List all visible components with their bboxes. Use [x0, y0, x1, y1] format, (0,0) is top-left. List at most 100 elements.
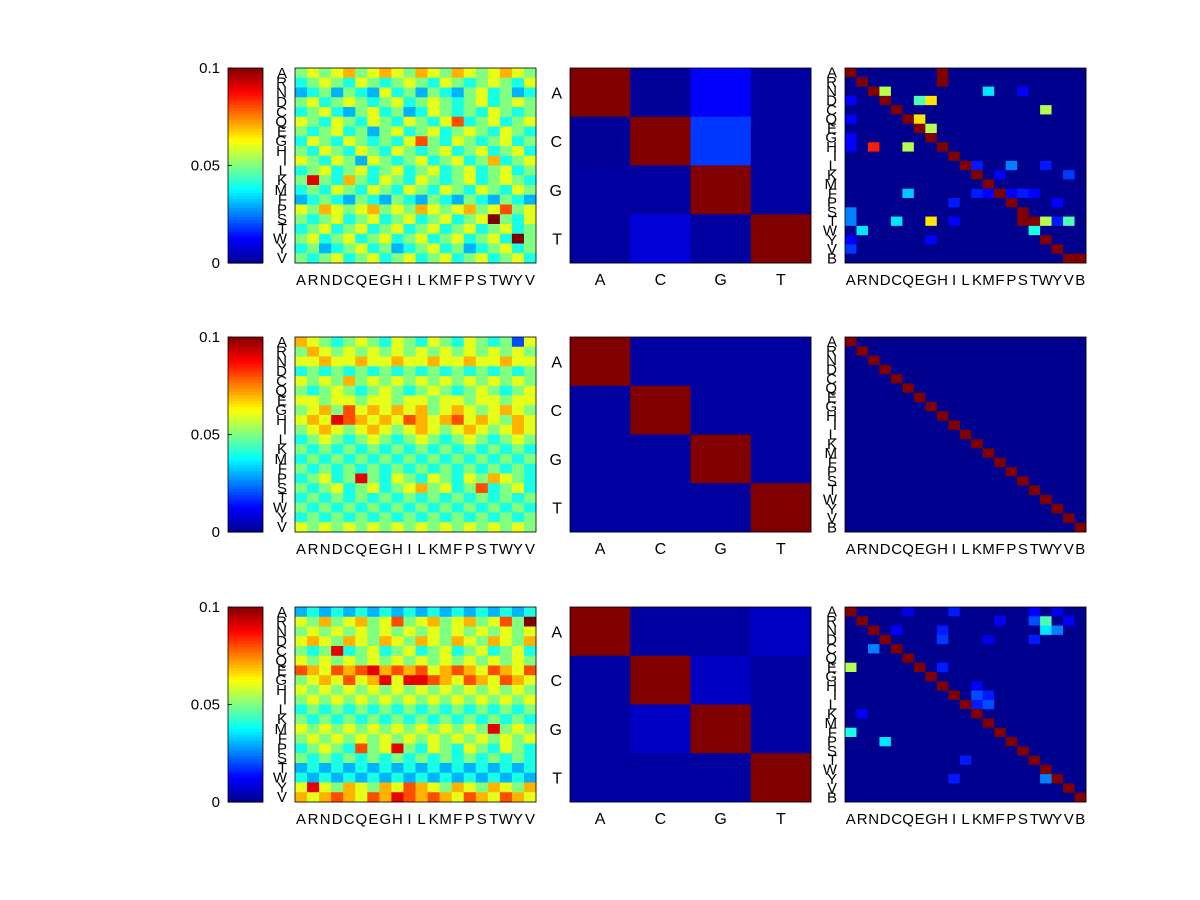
heatmap-cell — [355, 636, 368, 647]
heatmap-cell — [499, 107, 513, 118]
heatmap-cell — [475, 155, 489, 166]
heatmap-cell — [499, 434, 513, 445]
heatmap-cell — [948, 198, 961, 208]
x-tick-label: G — [925, 541, 937, 558]
heatmap-cell — [925, 402, 938, 412]
heatmap-protein-transition-row-2: A R N D C Q E G H I L K M F P S T W Y V BARNDCQEGHILKMFPSTWY… — [823, 334, 1087, 558]
heatmap-cell — [379, 194, 392, 205]
heatmap-cell — [427, 454, 440, 465]
heatmap-cell — [427, 116, 440, 127]
heatmap-cell — [355, 224, 368, 235]
heatmap-cell — [307, 68, 320, 79]
heatmap-cell — [845, 727, 857, 738]
heatmap-cell — [690, 704, 752, 754]
y-tick-label: N — [276, 353, 287, 370]
heatmap-cell — [1040, 653, 1052, 664]
colorbar-swatch — [228, 616, 263, 620]
heatmap-frame — [569, 336, 812, 533]
heatmap-cell — [856, 337, 869, 347]
heatmap-cell — [1040, 783, 1052, 794]
heatmap-cell — [343, 243, 356, 254]
heatmap-cell — [1028, 188, 1041, 199]
heatmap-cell — [463, 366, 477, 377]
heatmap-cell — [307, 463, 320, 474]
heatmap-cell — [367, 204, 380, 215]
heatmap-cell — [948, 737, 961, 747]
heatmap-cell — [879, 513, 892, 524]
heatmap-cell — [856, 179, 869, 190]
heatmap-cell — [523, 107, 537, 118]
heatmap-cell — [295, 204, 308, 215]
heatmap-cell — [511, 155, 525, 166]
heatmap-cell — [948, 123, 961, 134]
heatmap-cell — [879, 364, 892, 375]
heatmap-cell — [403, 126, 416, 137]
heatmap-cell — [570, 607, 631, 657]
heatmap-cell — [307, 626, 320, 637]
heatmap-cell — [845, 625, 857, 636]
heatmap-cell — [959, 364, 972, 375]
heatmap-cell — [307, 655, 320, 666]
heatmap-cell — [925, 709, 938, 719]
heatmap-cell — [1074, 420, 1087, 431]
x-tick-label: P — [465, 272, 475, 289]
y-tick-label: W — [823, 223, 838, 240]
heatmap-cell — [994, 68, 1007, 78]
heatmap-cell — [1005, 494, 1018, 505]
heatmap-cell — [415, 772, 428, 783]
heatmap-cell — [845, 607, 857, 617]
heatmap-cell — [1005, 383, 1018, 394]
colorbar-swatch — [228, 625, 263, 629]
heatmap-cell — [879, 653, 892, 664]
heatmap-cell — [367, 724, 380, 735]
heatmap-cell — [1063, 374, 1075, 384]
y-tick-label: G — [275, 402, 287, 419]
heatmap-cell — [379, 253, 392, 264]
heatmap-cell — [1028, 244, 1041, 255]
heatmap-cell — [856, 644, 869, 654]
colorbar-swatch — [228, 119, 263, 124]
heatmap-cell — [630, 337, 691, 387]
heatmap-cell — [451, 714, 465, 725]
heatmap-cell — [1005, 198, 1018, 208]
heatmap-cell — [511, 782, 525, 793]
heatmap-cell — [879, 727, 892, 738]
heatmap-cell — [1074, 105, 1087, 115]
heatmap-cell — [879, 374, 892, 384]
heatmap-cell — [523, 146, 537, 157]
heatmap-cell — [890, 402, 903, 412]
heatmap-cell — [319, 415, 332, 426]
x-tick-label: T — [1030, 541, 1039, 558]
heatmap-cell — [845, 392, 857, 403]
heatmap-cell — [856, 616, 869, 626]
heatmap-cell — [879, 244, 892, 255]
heatmap-cell — [355, 772, 368, 783]
heatmap-cell — [427, 444, 440, 455]
heatmap-cell — [403, 502, 416, 513]
heatmap-cell — [925, 429, 938, 440]
heatmap-cell — [936, 625, 949, 636]
heatmap-cell — [1063, 709, 1075, 719]
heatmap-cell — [451, 665, 465, 676]
heatmap-cell — [925, 504, 938, 514]
heatmap-cell — [890, 355, 903, 366]
heatmap-cell — [959, 625, 972, 636]
heatmap-cell — [355, 733, 368, 744]
heatmap-cell — [867, 170, 880, 180]
heatmap-cell — [890, 225, 903, 236]
heatmap-cell — [475, 116, 489, 127]
heatmap-cell — [856, 160, 869, 171]
colorbar-swatch — [228, 98, 263, 103]
heatmap-cell — [913, 457, 926, 468]
heatmap-cell — [307, 675, 320, 686]
heatmap-cell — [319, 376, 332, 387]
heatmap-cell — [343, 763, 356, 774]
y-tick-label: A — [551, 624, 562, 641]
heatmap-cell — [367, 772, 380, 783]
heatmap-cell — [925, 151, 938, 162]
heatmap-cell — [1017, 105, 1030, 115]
heatmap-cell — [403, 675, 416, 686]
y-tick-label: D — [276, 363, 287, 380]
heatmap-cell — [1005, 709, 1018, 719]
